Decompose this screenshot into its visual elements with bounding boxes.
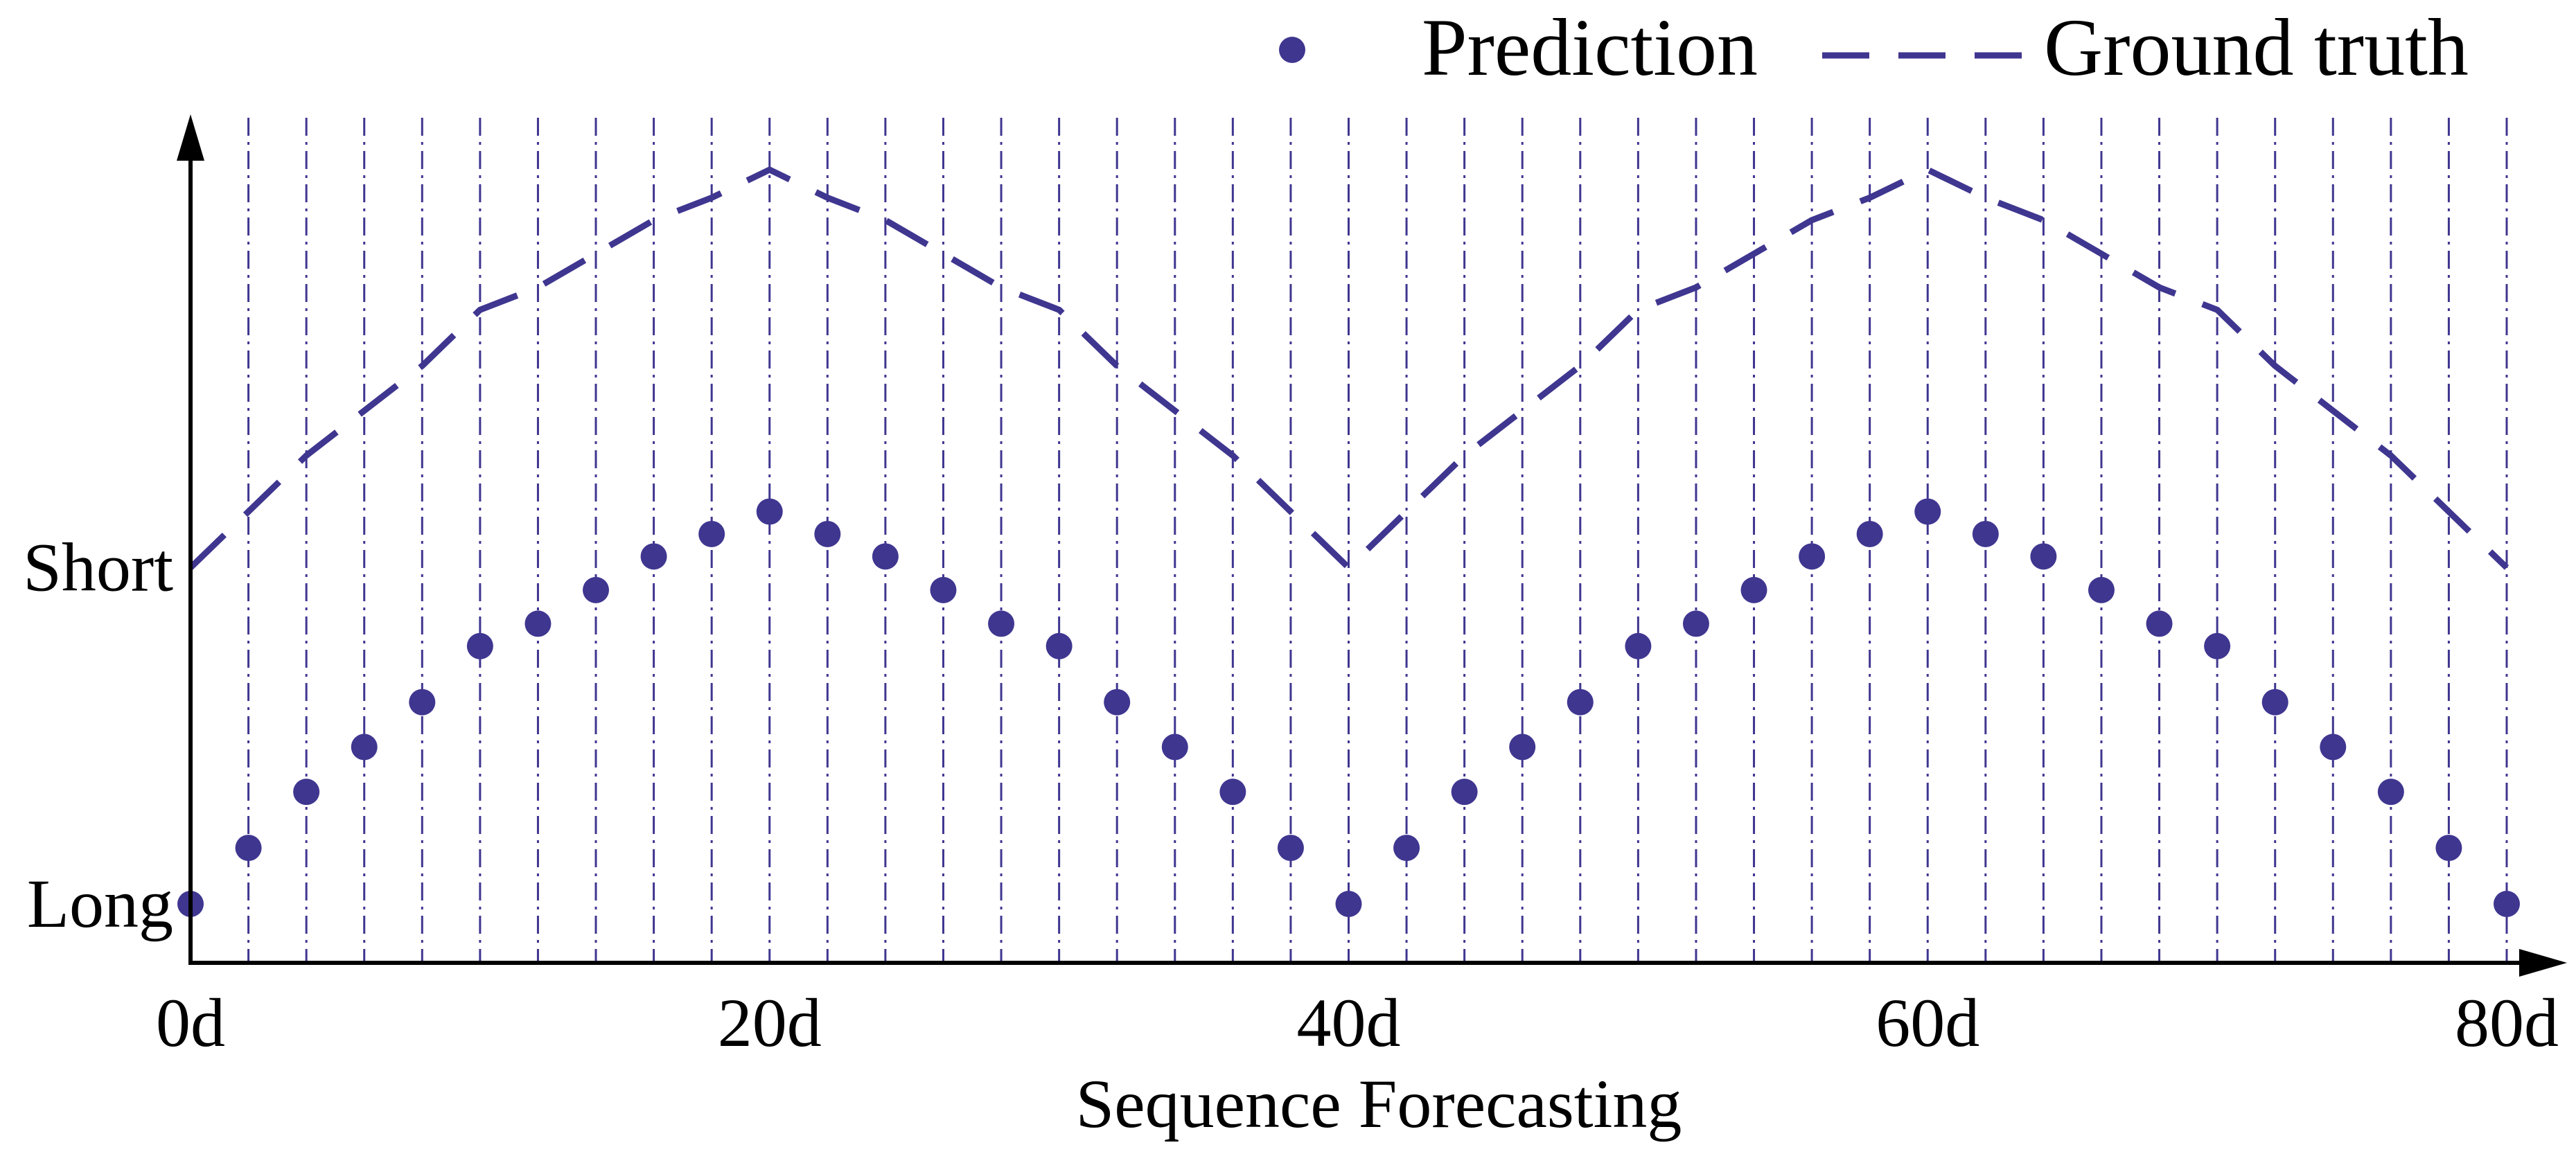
legend-label-ground-truth: Ground truth (2044, 2, 2469, 93)
ground-truth-line (188, 166, 2509, 571)
x-tick-label: 40d (1297, 984, 1401, 1061)
prediction-point (814, 520, 841, 547)
prediction-point (2435, 835, 2462, 862)
ground-truth-series (188, 166, 2509, 571)
prediction-point (2377, 779, 2404, 806)
prediction-point (235, 835, 262, 862)
prediction-series (177, 498, 2520, 917)
prediction-point (640, 543, 667, 570)
prediction-point (1219, 779, 1246, 806)
prediction-point (1451, 779, 1478, 806)
x-tick-label: 0d (156, 984, 225, 1061)
prediction-point (2088, 576, 2115, 603)
prediction-point (872, 543, 899, 570)
legend-label-prediction: Prediction (1422, 2, 1758, 93)
prediction-point (1567, 689, 1594, 716)
prediction-point (1799, 543, 1826, 570)
prediction-point (1914, 498, 1941, 525)
prediction-point (293, 779, 320, 806)
prediction-point (2204, 632, 2231, 659)
x-tick-labels: 0d 20d 40d 60d 80d (156, 984, 2559, 1061)
y-axis-arrowhead (177, 114, 204, 161)
prediction-point (1161, 734, 1188, 761)
prediction-point (409, 689, 436, 716)
prediction-point (1104, 689, 1131, 716)
prediction-point (583, 576, 610, 603)
vertical-gridlines (247, 118, 2508, 963)
prediction-point (1625, 632, 1652, 659)
prediction-point (1046, 632, 1073, 659)
prediction-point (2494, 891, 2520, 917)
x-tick-label: 80d (2455, 984, 2559, 1061)
prediction-point (930, 576, 957, 603)
prediction-point (1509, 734, 1536, 761)
prediction-point (1972, 520, 1999, 547)
prediction-point (2261, 689, 2288, 716)
prediction-point (1277, 835, 1304, 862)
prediction-point (988, 610, 1015, 637)
prediction-point (1393, 835, 1420, 862)
x-tick-label: 20d (718, 984, 822, 1061)
x-axis-label: Sequence Forecasting (1076, 1065, 1682, 1142)
prediction-point (2146, 610, 2173, 637)
prediction-point (2030, 543, 2057, 570)
prediction-point (524, 610, 552, 637)
prediction-point (1856, 520, 1883, 547)
y-tick-label: Long (27, 865, 173, 942)
legend-marker-prediction (1279, 37, 1305, 63)
x-axis-arrowhead (2519, 949, 2567, 977)
prediction-point (698, 520, 725, 547)
y-tick-labels: Long Short (23, 529, 173, 942)
prediction-point (1740, 576, 1767, 603)
x-tick-label: 60d (1876, 984, 1979, 1061)
y-tick-label: Short (23, 529, 173, 606)
prediction-point (351, 734, 378, 761)
legend: Prediction Ground truth (1279, 2, 2469, 93)
axes (177, 114, 2567, 977)
prediction-point (1335, 891, 1362, 917)
prediction-point (756, 498, 783, 525)
prediction-point (466, 632, 493, 659)
prediction-point (1682, 610, 1709, 637)
prediction-point (2320, 734, 2347, 761)
